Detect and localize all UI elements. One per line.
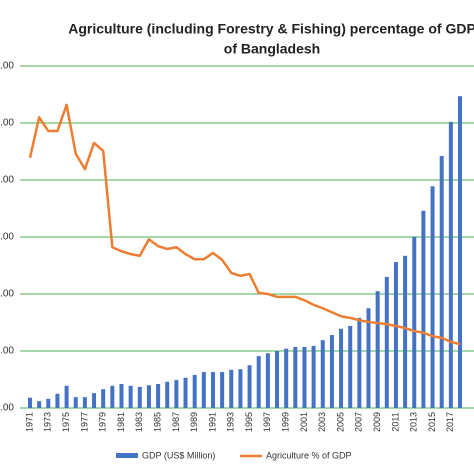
x-tick-label: 1989	[189, 412, 199, 432]
bar	[238, 369, 243, 408]
bar	[412, 237, 417, 408]
bar	[146, 385, 151, 408]
bar	[375, 291, 380, 408]
bar	[275, 351, 280, 408]
bar	[101, 389, 106, 408]
bar	[220, 372, 225, 408]
bar	[348, 325, 353, 408]
bar	[320, 340, 325, 408]
bar	[183, 377, 188, 408]
bar	[137, 386, 142, 408]
x-tick-label: 2017	[445, 412, 455, 432]
x-tick-label: 2013	[409, 412, 419, 432]
x-tick-label: 1995	[244, 412, 254, 432]
bar	[329, 335, 334, 408]
bar	[302, 347, 307, 408]
y-tick-label: 20.00	[0, 289, 14, 300]
x-tick-label: 1987	[171, 412, 181, 432]
bar	[311, 345, 316, 408]
bar	[165, 381, 170, 408]
x-tick-label: 1977	[79, 412, 89, 432]
bar	[64, 385, 69, 408]
bar	[439, 156, 444, 408]
bar	[366, 308, 371, 408]
bar	[128, 385, 133, 408]
bar	[256, 356, 261, 408]
x-tick-label: 2011	[390, 412, 400, 431]
bar	[247, 365, 252, 408]
bar	[119, 384, 124, 408]
bar	[156, 384, 161, 408]
bar	[284, 348, 289, 408]
y-tick-label: 30.00	[0, 232, 14, 243]
x-tick-label: 1983	[134, 412, 144, 432]
bar	[430, 186, 435, 408]
bar	[393, 262, 398, 408]
x-tick-label: 2009	[372, 412, 382, 432]
y-tick-label: 40.00	[0, 175, 14, 186]
bar	[357, 317, 362, 408]
bar	[421, 210, 426, 408]
bar	[293, 347, 298, 408]
bar	[265, 353, 270, 408]
bar	[92, 393, 97, 408]
x-tick-label: 1973	[43, 412, 53, 432]
bar	[174, 380, 179, 408]
x-tick-label: 2015	[427, 412, 437, 432]
y-tick-label: 50.00	[0, 118, 14, 129]
bar	[210, 372, 215, 408]
x-tick-label: 2003	[317, 412, 327, 432]
x-tick-label: 1985	[152, 412, 162, 432]
x-tick-label: 2001	[299, 412, 309, 432]
y-tick-label: 10.00	[0, 346, 14, 357]
bar	[384, 276, 389, 408]
bar	[73, 397, 78, 408]
bar	[46, 398, 51, 408]
bar	[192, 374, 197, 408]
bar	[448, 121, 453, 409]
x-tick-label: 2007	[354, 412, 364, 432]
y-tick-label: 0.00	[0, 403, 14, 414]
x-tick-label: 1997	[262, 412, 272, 432]
bar	[403, 255, 408, 408]
x-tick-label: 1993	[226, 412, 236, 432]
legend-label: GDP (US$ Million)	[142, 450, 215, 460]
bar	[28, 397, 32, 408]
x-tick-label: 1999	[281, 412, 291, 432]
bar	[37, 401, 42, 408]
legend-swatch	[116, 453, 138, 458]
x-tick-label: 1991	[207, 412, 217, 432]
bar	[458, 96, 462, 409]
y-tick-label: 60.00	[0, 61, 14, 72]
x-tick-label: 1971	[24, 412, 34, 432]
legend-label: Agriculture % of GDP	[266, 450, 352, 460]
bar	[55, 393, 60, 408]
line	[28, 103, 461, 346]
bar	[110, 385, 115, 408]
x-tick-label: 1979	[98, 412, 108, 432]
bar	[201, 372, 206, 408]
bar	[82, 397, 87, 408]
chart-title: Agriculture (including Forestry & Fishin…	[68, 21, 474, 37]
chart-title: of Bangladesh	[224, 41, 320, 57]
bar	[339, 328, 344, 408]
bar	[229, 369, 234, 408]
x-tick-label: 1981	[116, 412, 126, 432]
x-tick-label: 2005	[335, 412, 345, 432]
x-tick-label: 1975	[61, 412, 71, 432]
